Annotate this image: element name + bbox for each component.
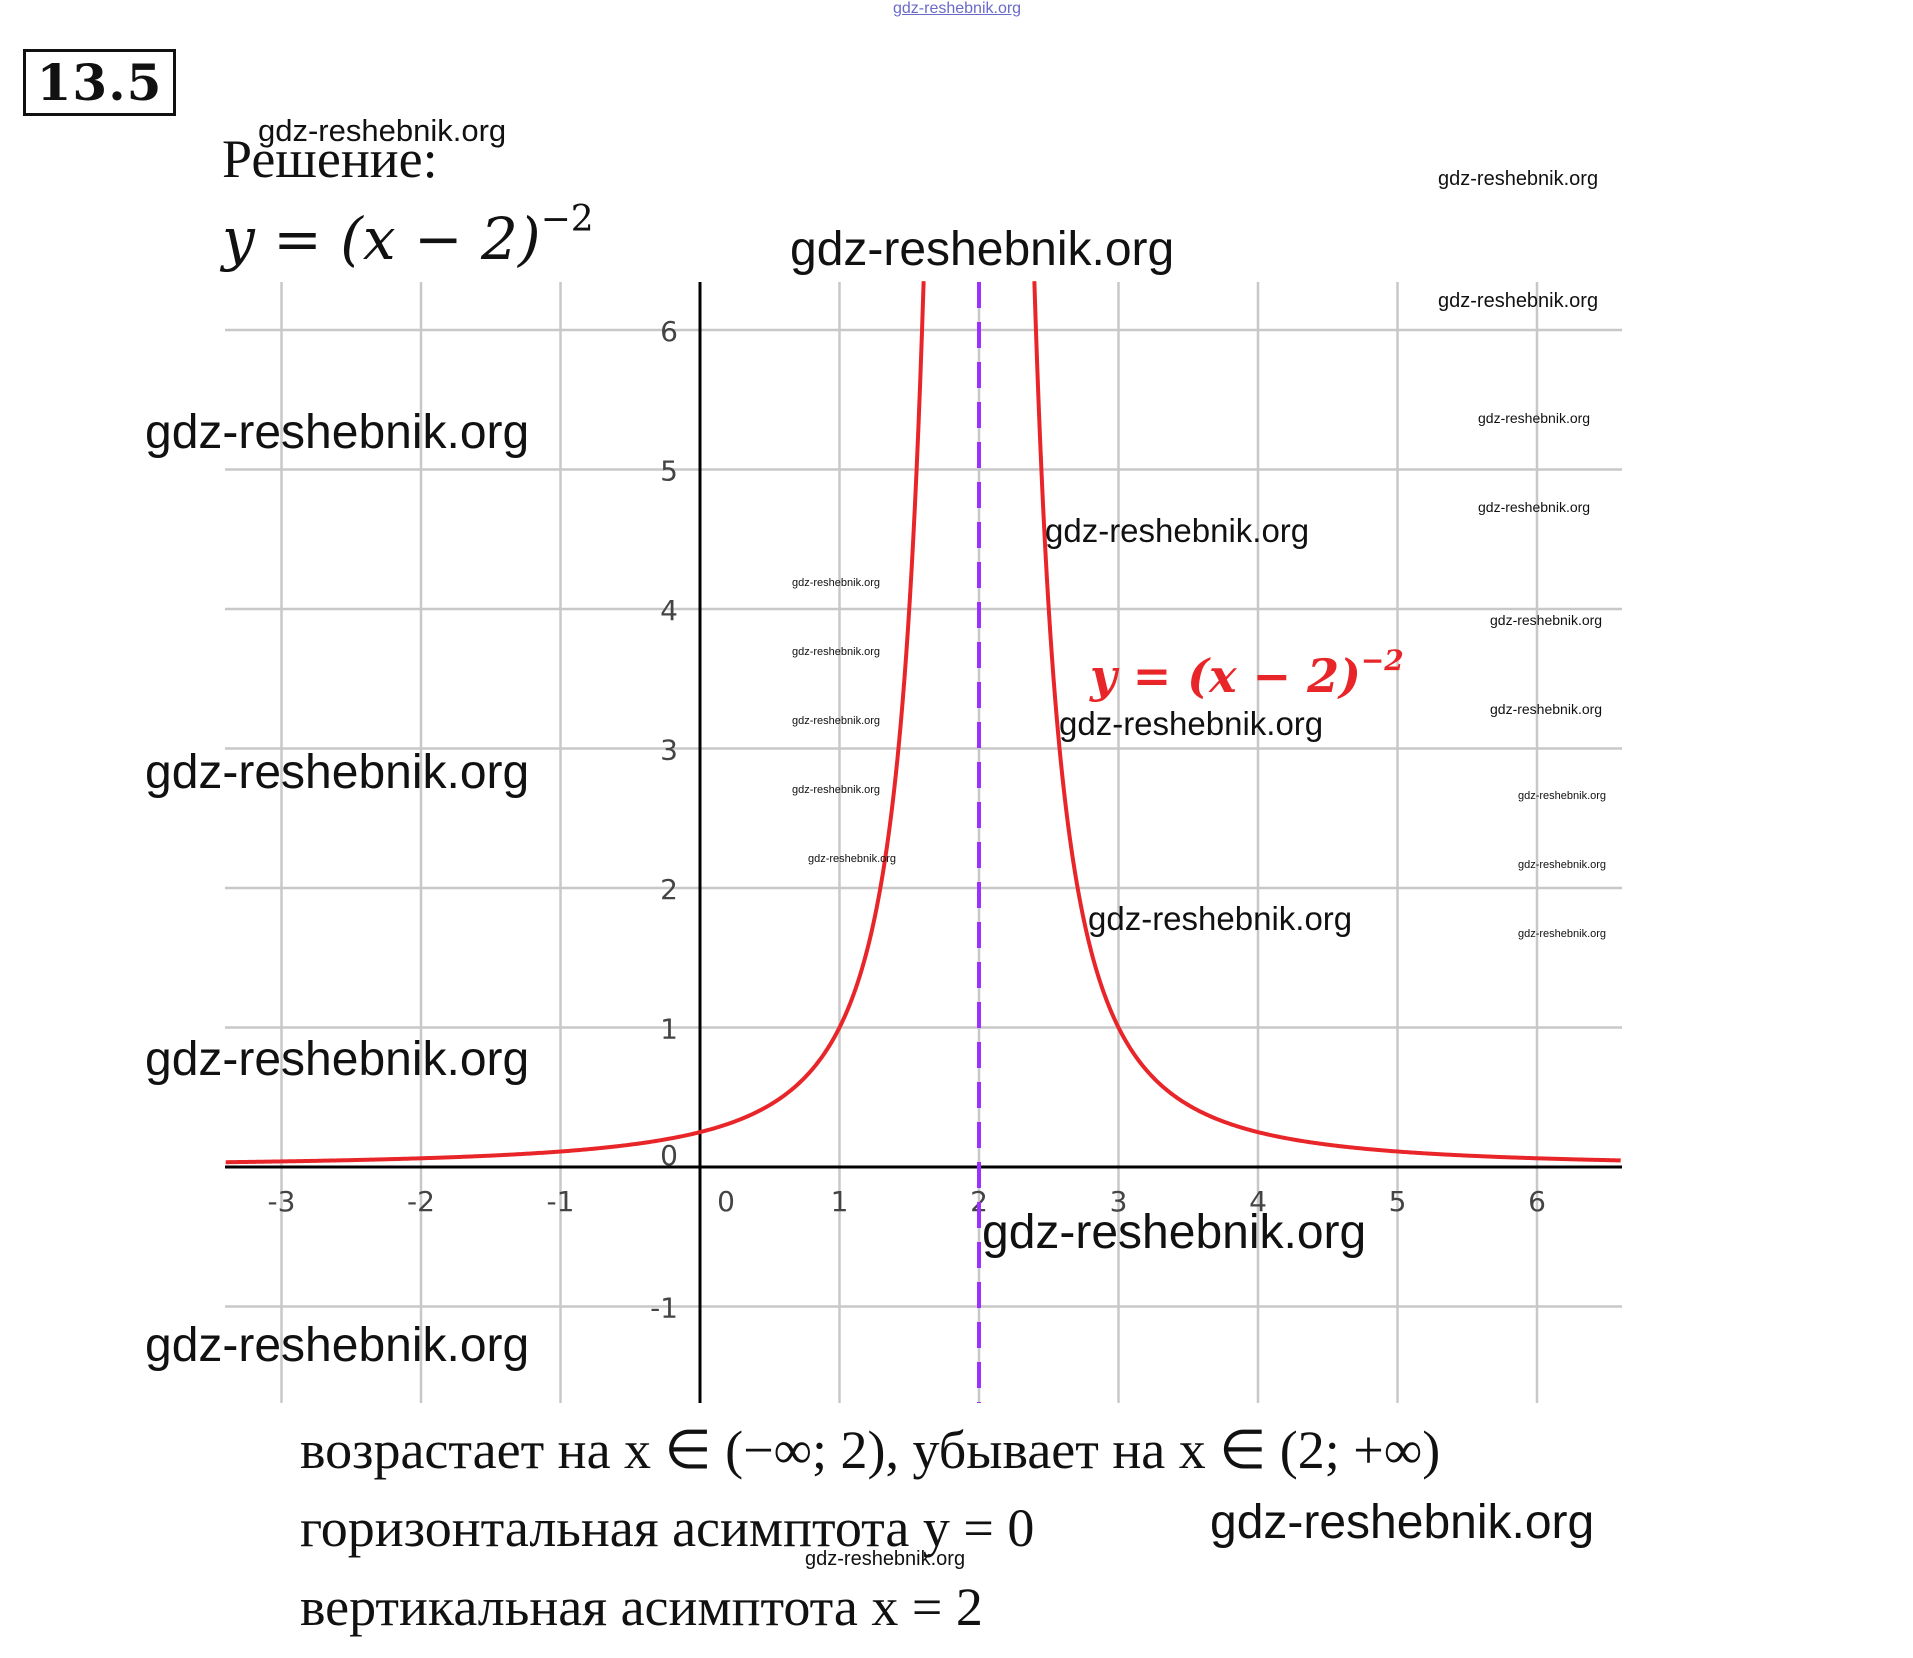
watermark: gdz-reshebnik.org <box>258 113 507 148</box>
curve <box>225 281 1621 1165</box>
watermark: gdz-reshebnik.org <box>1438 290 1599 312</box>
y-tick-label: 6 <box>660 315 678 348</box>
curve-label-base: y = (x − 2) <box>1089 649 1361 703</box>
curve-label: y = (x − 2)−2 <box>1089 644 1404 703</box>
watermark: gdz-reshebnik.org <box>805 1548 966 1570</box>
x-tick-label: 2 <box>970 1185 988 1218</box>
watermark: gdz-reshebnik.org <box>1478 499 1591 515</box>
x-tick-label: -3 <box>268 1185 296 1218</box>
watermark: gdz-reshebnik.org <box>792 715 881 727</box>
y-tick-label: 3 <box>660 734 678 767</box>
watermark: gdz-reshebnik.org <box>790 223 1175 276</box>
watermark: gdz-reshebnik.org <box>792 646 881 658</box>
y-tick-label: 4 <box>660 594 678 627</box>
curve-branch-right <box>1032 281 1621 1163</box>
watermark: gdz-reshebnik.org <box>1478 410 1591 426</box>
y-tick-label: 1 <box>660 1013 678 1046</box>
x-tick-label: -1 <box>547 1185 575 1218</box>
problem-number: 13.5 <box>36 53 163 112</box>
solution-label: Решение: <box>222 129 438 189</box>
y-tick-label: 0 <box>660 1139 678 1172</box>
x-tick-label: 1 <box>831 1185 849 1218</box>
watermark: gdz-reshebnik.org <box>1518 928 1607 940</box>
watermark: gdz-reshebnik.org <box>145 746 530 799</box>
watermark: gdz-reshebnik.org <box>792 577 881 589</box>
curve-branch-left <box>225 281 926 1165</box>
x-tick-label: -2 <box>407 1185 435 1218</box>
watermark: gdz-reshebnik.org <box>1490 612 1603 628</box>
watermark: gdz-reshebnik.org <box>792 784 881 796</box>
y-tick-label: -1 <box>650 1292 678 1325</box>
watermark: gdz-reshebnik.org <box>1490 701 1603 717</box>
x-tick-label: 5 <box>1389 1185 1407 1218</box>
watermark: gdz-reshebnik.org <box>1088 900 1353 937</box>
watermark: gdz-reshebnik.org <box>1438 168 1599 190</box>
x-tick-label: 6 <box>1528 1185 1546 1218</box>
y-tick-label: 2 <box>660 873 678 906</box>
function-formula: y = (x − 2)−2 <box>222 199 594 273</box>
watermark: gdz-reshebnik.org <box>1518 859 1607 871</box>
tick-labels: -3 -2 -1 0 1 2 3 4 5 6 -1 0 1 2 3 4 5 6 <box>268 315 1546 1325</box>
watermark: gdz-reshebnik.org <box>1059 705 1324 742</box>
conclusion-monotonicity: возрастает на x ∈ (−∞; 2), убывает на x … <box>300 1420 1441 1480</box>
watermark: gdz-reshebnik.org <box>145 1319 530 1372</box>
y-tick-label: 5 <box>660 455 678 488</box>
watermark: gdz-reshebnik.org <box>1045 512 1310 549</box>
watermark: gdz-reshebnik.org <box>1518 790 1607 802</box>
formula-exponent: −2 <box>540 198 594 240</box>
conclusion-horizontal-asymptote: горизонтальная асимптота y = 0 <box>300 1498 1035 1558</box>
x-tick-label: 0 <box>717 1185 735 1218</box>
conclusion-vertical-asymptote: вертикальная асимптота x = 2 <box>300 1577 983 1637</box>
axes <box>225 282 1622 1403</box>
watermark: gdz-reshebnik.org <box>145 1033 530 1086</box>
watermark: gdz-reshebnik.org <box>982 1206 1367 1259</box>
watermark: gdz-reshebnik.org <box>1210 1496 1595 1549</box>
x-tick-label: 3 <box>1110 1185 1128 1218</box>
curve-label-exponent: −2 <box>1361 644 1404 677</box>
formula-base: y = (x − 2) <box>222 205 541 273</box>
watermark: gdz-reshebnik.org <box>808 853 897 865</box>
problem-number-box: 13.5 <box>23 49 176 116</box>
x-tick-label: 4 <box>1249 1185 1267 1218</box>
watermark: gdz-reshebnik.org <box>893 0 1022 17</box>
watermark: gdz-reshebnik.org <box>145 406 530 459</box>
